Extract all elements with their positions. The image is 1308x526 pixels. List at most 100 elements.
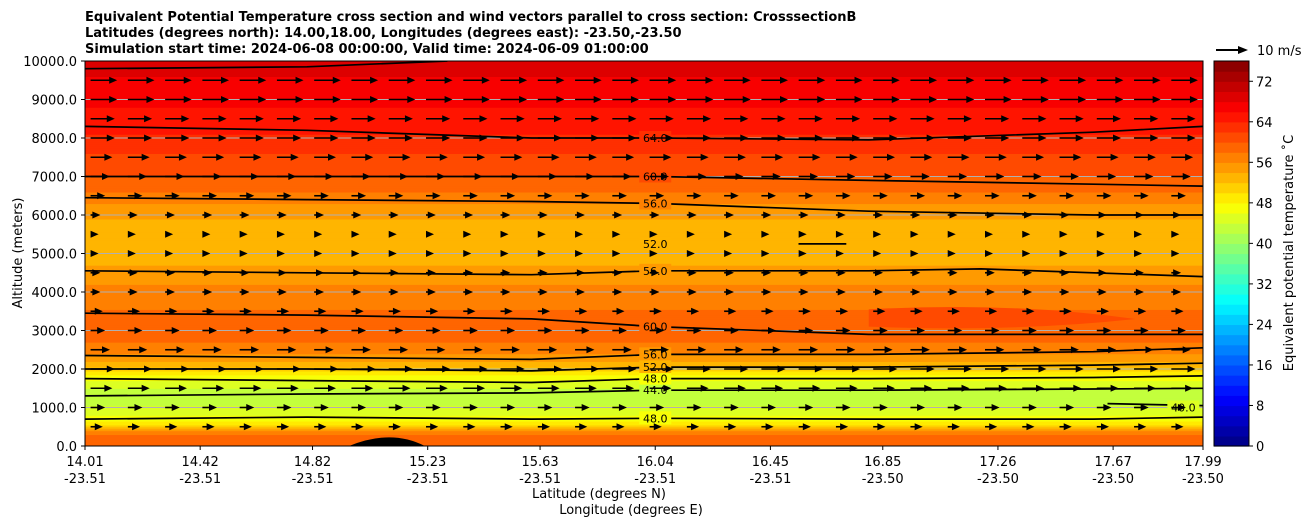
wind-vector — [351, 230, 360, 238]
field-band — [85, 295, 1203, 299]
wind-vector — [1171, 134, 1196, 142]
wind-vector — [351, 173, 371, 180]
wind-vector — [314, 423, 327, 431]
wind-vector — [537, 250, 546, 257]
wind-vector — [388, 365, 413, 373]
wind-vector — [686, 423, 700, 431]
wind-vector — [873, 230, 882, 238]
wind-vector — [686, 134, 712, 142]
wind-vector — [798, 230, 807, 238]
wind-vector — [984, 211, 995, 219]
wind-vector — [276, 192, 292, 200]
wind-vector — [612, 96, 639, 103]
y-axis: 0.0 1000.0 2000.0 3000.0 4000.0 5000.0 6000.0 7… — [23, 55, 85, 455]
wind-vector — [425, 134, 451, 142]
contour-line — [85, 61, 448, 70]
wind-vector — [910, 134, 935, 142]
wind-vector — [724, 250, 733, 257]
field-band — [85, 436, 1203, 439]
wind-vector — [575, 96, 602, 103]
wind-vector — [873, 211, 883, 219]
wind-vector — [575, 250, 584, 257]
wind-vector — [873, 365, 898, 373]
wind-vector — [612, 76, 639, 84]
wind-vector — [388, 173, 409, 180]
wind-vector — [463, 153, 486, 161]
colorbar-segment — [1214, 202, 1249, 214]
wind-vector — [351, 192, 367, 200]
wind-vector — [1096, 365, 1121, 373]
wind-vector — [1022, 173, 1042, 180]
x-tick-label-lat: 15.63 — [521, 455, 558, 470]
field-band — [85, 128, 1203, 131]
x-tick-label-lon: -23.50 — [1092, 472, 1134, 487]
field-band — [85, 224, 1203, 228]
wind-vector — [537, 327, 553, 334]
field-band — [85, 99, 1203, 103]
wind-vector — [127, 115, 153, 123]
contour-label-bg — [639, 196, 672, 210]
field-band — [85, 155, 1203, 158]
wind-vector — [351, 404, 367, 411]
wind-vector — [873, 250, 882, 257]
wind-vector — [910, 115, 935, 123]
wind-vector — [202, 288, 213, 296]
field-band — [85, 66, 1203, 70]
wind-vector — [276, 173, 297, 180]
x-tick-label-lat: 14.82 — [294, 455, 331, 470]
field-band — [85, 218, 1203, 222]
wind-vector — [165, 76, 192, 84]
field-band — [85, 317, 1203, 320]
wind-vector — [873, 173, 893, 180]
wind-vector — [202, 307, 215, 315]
field-band — [85, 290, 1203, 293]
wind-vector — [90, 423, 103, 431]
wind-vector — [910, 250, 919, 257]
wind-vector — [984, 153, 1007, 161]
field-band — [85, 186, 1203, 189]
wind-vector — [388, 230, 397, 238]
wind-vector — [1171, 327, 1186, 334]
wind-vector — [202, 423, 215, 431]
field-band — [85, 86, 1203, 89]
wind-vector — [1022, 346, 1042, 354]
wind-vector — [90, 288, 101, 296]
wind-vector — [798, 327, 814, 334]
wind-vector — [1059, 96, 1087, 103]
wind-vector — [1134, 230, 1143, 238]
wind-vector — [276, 115, 302, 123]
wind-vector — [575, 288, 585, 296]
wind-vector — [575, 115, 600, 123]
wind-vector — [1096, 269, 1107, 277]
wind-vector — [761, 115, 786, 123]
field-band — [85, 126, 1203, 129]
wind-vector — [239, 230, 248, 238]
x-tick-label-lon: -23.51 — [407, 472, 449, 487]
wind-vector — [612, 115, 637, 123]
wind-vector — [798, 76, 826, 84]
wind-vector — [276, 327, 292, 334]
wind-vector — [947, 134, 972, 142]
x-tick-label-lat: 16.04 — [637, 455, 674, 470]
contour-label-bg — [639, 319, 672, 333]
wind-vector — [1096, 115, 1121, 123]
wind-vector — [202, 153, 225, 161]
wind-vector — [500, 365, 525, 373]
wind-vector — [612, 153, 635, 161]
wind-vector — [761, 250, 770, 257]
field-band — [85, 184, 1203, 187]
wind-vector — [165, 211, 175, 219]
wind-vector — [425, 384, 448, 392]
field-band — [85, 430, 1203, 434]
wind-vector — [798, 134, 823, 142]
wind-vector — [90, 173, 110, 180]
colorbar-segment — [1214, 283, 1249, 295]
field-band — [85, 120, 1203, 124]
wind-vector — [910, 192, 926, 200]
wind-vector — [463, 365, 488, 373]
wind-vector — [724, 346, 744, 354]
wind-vector — [1059, 115, 1084, 123]
wind-vector — [575, 327, 590, 334]
wind-vector — [537, 288, 548, 296]
colorbar-segment — [1214, 101, 1249, 113]
